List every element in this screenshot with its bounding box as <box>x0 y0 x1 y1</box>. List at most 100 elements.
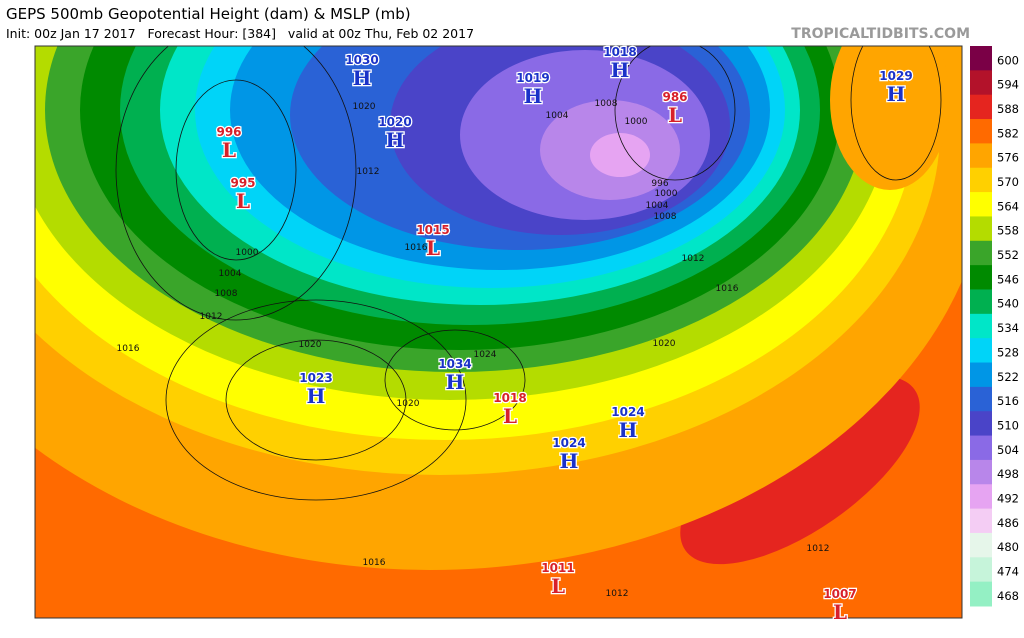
center-value: 1024 <box>611 405 644 419</box>
colorbar-label: 498 <box>997 467 1019 481</box>
contour-label: 1012 <box>606 589 629 599</box>
colorbar-label: 546 <box>997 272 1019 286</box>
contour-label: 1020 <box>653 339 676 349</box>
colorbar-label: 528 <box>997 345 1019 359</box>
colorbar-label: 588 <box>997 102 1019 116</box>
contour-label: 1000 <box>625 117 648 127</box>
colorbar-label: 480 <box>997 540 1019 554</box>
center-value: 1024 <box>552 436 585 450</box>
center-value: 996 <box>216 125 241 139</box>
colorbar-label: 534 <box>997 321 1019 335</box>
colorbar-label: 492 <box>997 492 1019 506</box>
contour-label: 996 <box>651 179 668 189</box>
subtitle: Init: 00z Jan 17 2017 Forecast Hour: [38… <box>6 26 474 41</box>
colorbar-cell <box>970 386 992 412</box>
colorbar-cell <box>970 581 992 607</box>
colorbar-cell <box>970 411 992 437</box>
colorbar-label: 510 <box>997 418 1019 432</box>
colorbar-label: 540 <box>997 297 1019 311</box>
center-letter: L <box>668 103 682 127</box>
center-value: 1018 <box>493 391 526 405</box>
center-value: 986 <box>662 90 687 104</box>
contour-label: 1020 <box>353 102 376 112</box>
colorbar-cell <box>970 167 992 193</box>
contour-label: 1024 <box>474 350 497 360</box>
center-letter: H <box>524 84 543 108</box>
colorbar-cell <box>970 240 992 266</box>
contour-label: 1004 <box>219 269 242 279</box>
colorbar-label: 582 <box>997 126 1019 140</box>
contour-label: 1020 <box>397 399 420 409</box>
center-letter: H <box>619 418 638 442</box>
colorbar-cell <box>970 557 992 583</box>
contour-label: 1012 <box>682 254 705 264</box>
colorbar-cell <box>970 143 992 169</box>
center-letter: H <box>887 82 906 106</box>
center-value: 1015 <box>416 223 449 237</box>
contour-label: 1008 <box>215 289 238 299</box>
colorbar-cell <box>970 289 992 315</box>
contour-label: 1020 <box>299 340 322 350</box>
colorbar-cell <box>970 119 992 144</box>
contour-label: 1008 <box>595 99 618 109</box>
center-value: 1029 <box>879 69 912 83</box>
contour-label: 1000 <box>236 248 259 258</box>
contour-label: 1016 <box>405 243 428 253</box>
colorbar-label: 474 <box>997 565 1019 579</box>
colorbar-cell <box>970 192 992 217</box>
center-letter: L <box>503 404 517 428</box>
contour-label: 1012 <box>357 167 380 177</box>
colorbar-label: 516 <box>997 394 1019 408</box>
contour-label: 1004 <box>646 201 669 211</box>
center-letter: H <box>560 449 579 473</box>
center-value: 1030 <box>345 53 378 67</box>
colorbar-cell <box>970 508 992 534</box>
center-value: 1011 <box>541 561 574 575</box>
contour-label: 1004 <box>546 111 569 121</box>
colorbar-cell <box>970 435 992 461</box>
colorbar-label: 552 <box>997 248 1019 262</box>
center-letter: H <box>446 370 465 394</box>
center-letter: H <box>353 66 372 90</box>
contour-label: 1016 <box>117 344 140 354</box>
colorbar-label: 600 <box>997 53 1019 67</box>
center-letter: L <box>551 574 565 598</box>
colorbar-label: 558 <box>997 224 1019 238</box>
colorbar-cell <box>970 459 992 485</box>
contour-label: 1012 <box>200 312 223 322</box>
colorbar-label: 594 <box>997 78 1019 92</box>
colorbar-label: 468 <box>997 589 1019 603</box>
center-letter: L <box>236 189 250 213</box>
colorbar-label: 576 <box>997 151 1019 165</box>
colorbar-label: 486 <box>997 516 1019 530</box>
colorbar-cell <box>970 94 992 120</box>
colorbar-label: 570 <box>997 175 1019 189</box>
contour-label: 1016 <box>716 284 739 294</box>
contour-label: 1000 <box>655 189 678 199</box>
colorbar-cell <box>970 70 992 96</box>
colorbar-cell <box>970 338 992 364</box>
colorbar-cell <box>970 216 992 242</box>
center-letter: H <box>307 384 326 408</box>
center-value: 1007 <box>823 587 856 601</box>
colorbar-cell <box>970 484 992 510</box>
center-value: 995 <box>230 176 255 190</box>
map-border <box>34 45 963 619</box>
map <box>35 46 962 618</box>
colorbar-cell <box>970 532 992 558</box>
colorbar-cell <box>970 265 992 290</box>
contour-label: 1008 <box>654 212 677 222</box>
colorbar-label: 522 <box>997 370 1019 384</box>
center-value: 1019 <box>516 71 549 85</box>
colorbar-label: 504 <box>997 443 1019 457</box>
center-letter: L <box>222 138 236 162</box>
center-value: 1020 <box>378 115 411 129</box>
center-value: 1018 <box>603 45 636 59</box>
contour-label: 1016 <box>363 558 386 568</box>
center-letter: H <box>386 128 405 152</box>
contour-label: 1012 <box>807 544 830 554</box>
credit: TROPICALTIDBITS.COM <box>791 26 970 42</box>
colorbar-cell <box>970 362 992 388</box>
center-value: 1034 <box>438 357 471 371</box>
